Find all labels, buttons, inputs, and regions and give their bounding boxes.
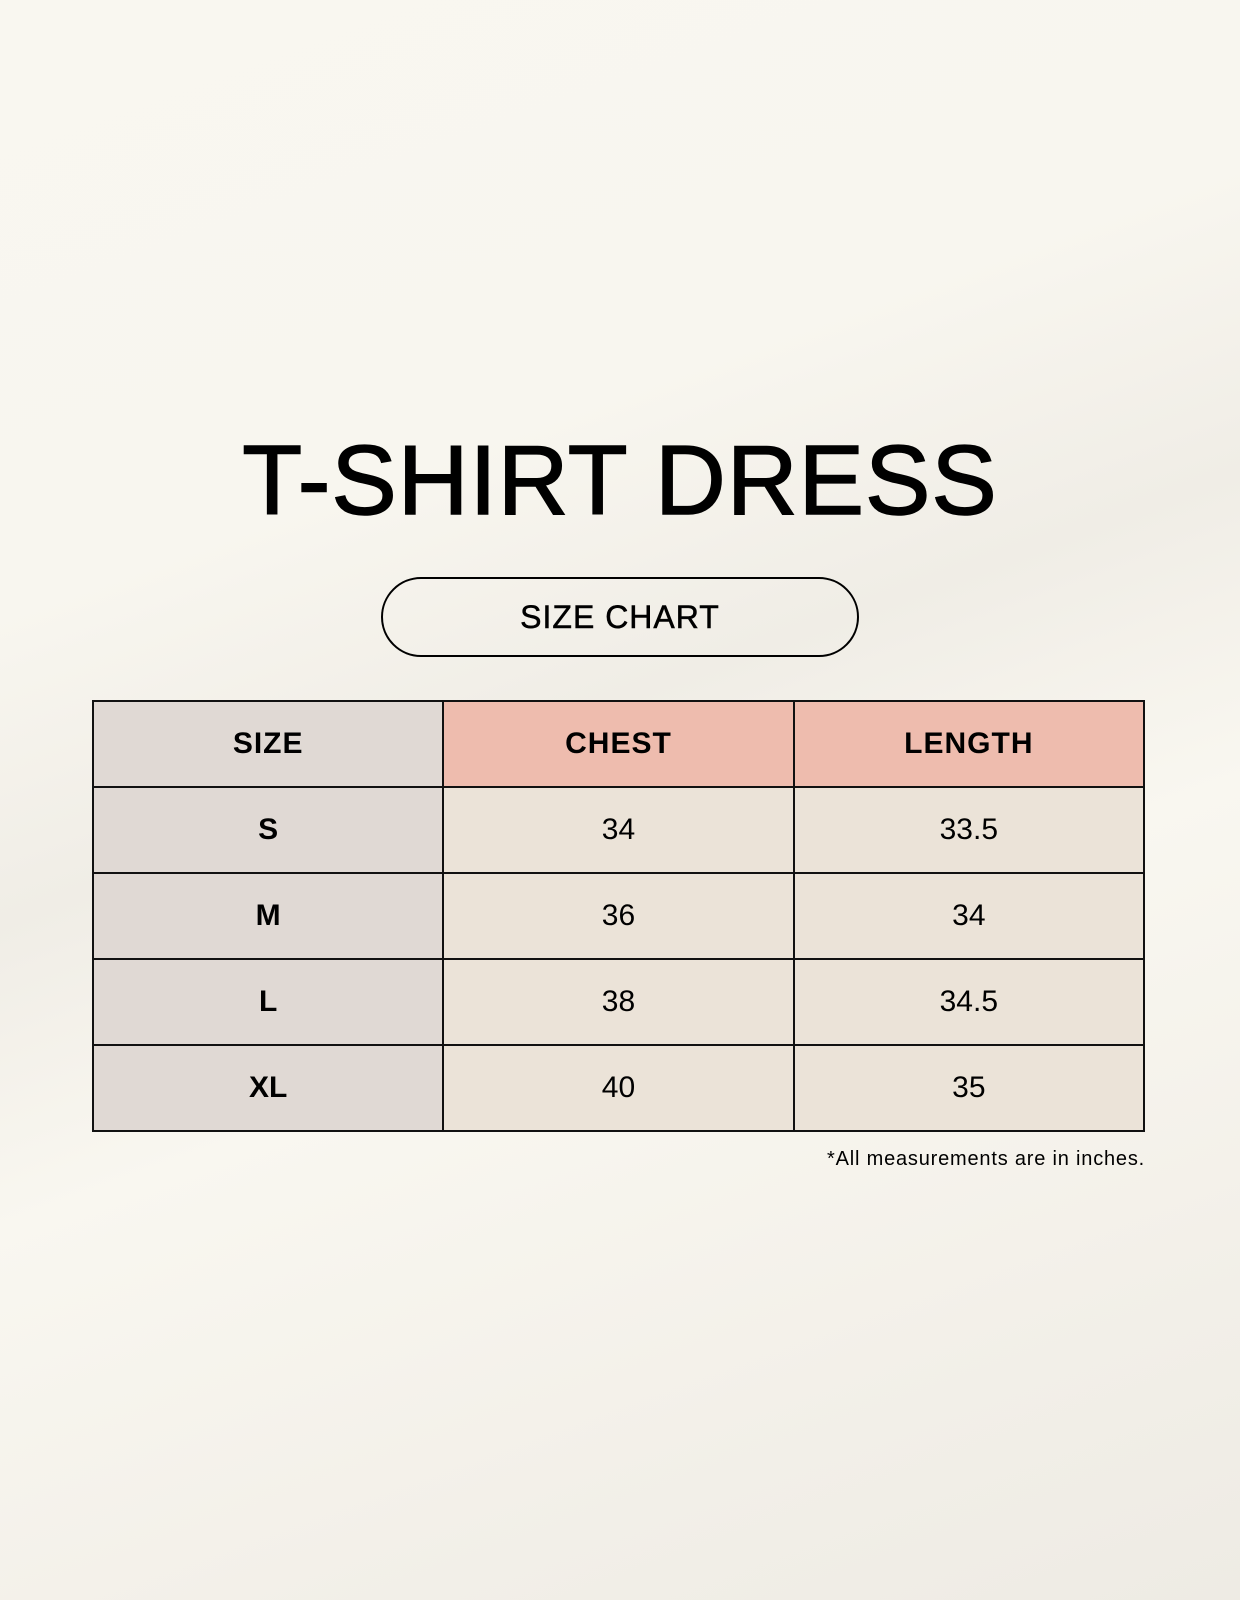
table-row: L 38 34.5 xyxy=(91,958,1146,1046)
table-header-row: SIZE CHEST LENGTH xyxy=(91,700,1146,788)
size-cell: S xyxy=(91,786,445,874)
table-row: M 36 34 xyxy=(91,872,1146,960)
header-size: SIZE xyxy=(91,700,445,788)
table-row: XL 40 35 xyxy=(91,1044,1146,1132)
size-chart-badge: SIZE CHART xyxy=(381,577,859,657)
header-chest: CHEST xyxy=(442,700,795,788)
size-cell: L xyxy=(91,958,445,1046)
length-cell: 33.5 xyxy=(792,786,1146,874)
size-cell: M xyxy=(91,872,445,960)
measurement-footnote: *All measurements are in inches. xyxy=(827,1148,1145,1170)
size-chart-label: SIZE CHART xyxy=(520,598,720,635)
length-cell: 35 xyxy=(792,1044,1146,1132)
size-table: SIZE CHEST LENGTH S 34 33.5 M 36 34 L 38… xyxy=(91,700,1146,1132)
header-length: LENGTH xyxy=(792,700,1146,788)
page-title: T-SHIRT DRESS xyxy=(242,424,998,536)
chest-cell: 38 xyxy=(442,958,795,1046)
chest-cell: 40 xyxy=(442,1044,795,1132)
chest-cell: 36 xyxy=(442,872,795,960)
length-cell: 34.5 xyxy=(792,958,1146,1046)
size-cell: XL xyxy=(91,1044,445,1132)
length-cell: 34 xyxy=(792,872,1146,960)
table-row: S 34 33.5 xyxy=(91,786,1146,874)
chest-cell: 34 xyxy=(442,786,795,874)
